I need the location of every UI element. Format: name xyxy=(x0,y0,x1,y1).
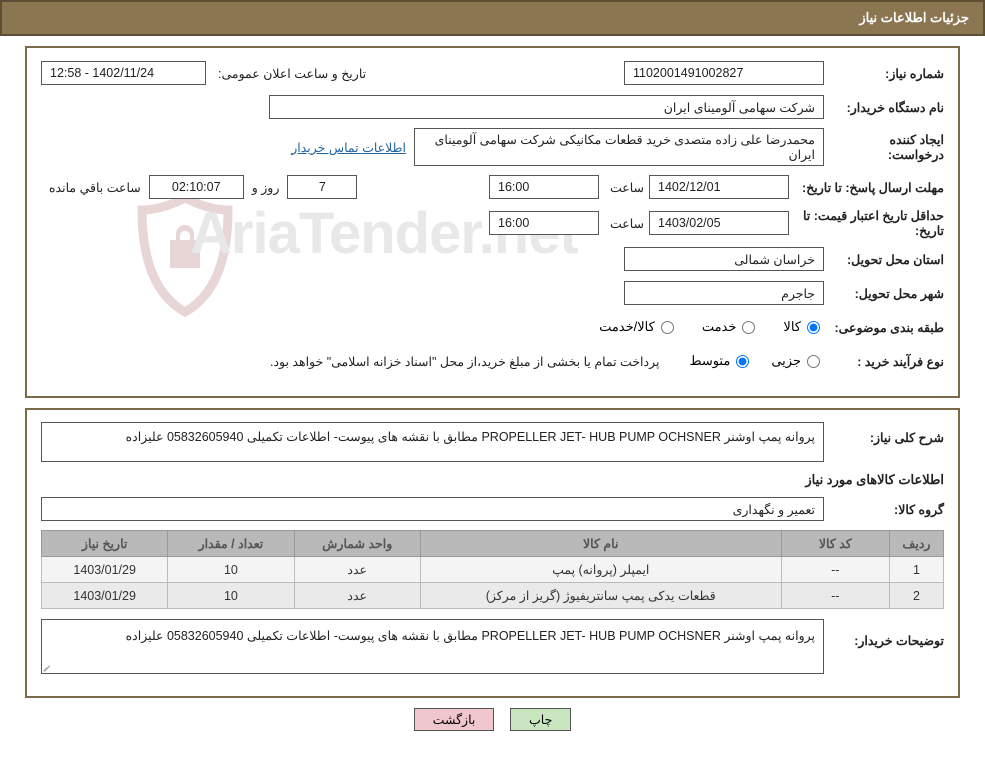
delivery-city-label: شهر محل تحویل: xyxy=(824,286,944,301)
th-qty: تعداد / مقدار xyxy=(168,531,294,557)
buyer-org-value: شرکت سهامی آلومینای ایران xyxy=(269,95,824,119)
requester-value: محمدرضا علی زاده متصدی خرید قطعات مکانیک… xyxy=(414,128,824,166)
buyer-org-label: نام دستگاه خریدار: xyxy=(824,100,944,115)
purchase-note: پرداخت تمام یا بخشی از مبلغ خرید،از محل … xyxy=(270,354,660,369)
radio-goods-service-label: کالا/خدمت xyxy=(599,319,655,335)
radio-goods-service[interactable] xyxy=(661,321,674,334)
cell-date: 1403/01/29 xyxy=(42,583,168,609)
price-date-value: 1403/02/05 xyxy=(649,211,789,235)
hour-label-2: ساعت xyxy=(599,216,649,231)
radio-goods-label: کالا xyxy=(783,319,801,335)
purchase-type-label: نوع فرآیند خرید : xyxy=(824,354,944,369)
summary-text: پروانه پمپ اوشنر PROPELLER JET- HUB PUMP… xyxy=(41,422,824,462)
need-number-label: شماره نیاز: xyxy=(824,66,944,81)
buyer-notes-content: پروانه پمپ اوشنر PROPELLER JET- HUB PUMP… xyxy=(126,629,815,643)
table-header-row: ردیف کد کالا نام کالا واحد شمارش تعداد /… xyxy=(42,531,944,557)
header-title: جزئیات اطلاعات نیاز xyxy=(859,10,969,26)
cell-code: -- xyxy=(781,583,889,609)
buyer-notes-textarea[interactable]: پروانه پمپ اوشنر PROPELLER JET- HUB PUMP… xyxy=(41,619,824,674)
button-row: چاپ بازگشت xyxy=(0,708,985,731)
reply-date-value: 1402/12/01 xyxy=(649,175,789,199)
cell-code: -- xyxy=(781,557,889,583)
cell-date: 1403/01/29 xyxy=(42,557,168,583)
cell-unit: عدد xyxy=(294,583,420,609)
remaining-label: ساعت باقي مانده xyxy=(41,180,149,195)
price-validity-label: حداقل تاریخ اعتبار قیمت: تا تاریخ: xyxy=(789,208,944,238)
classification-label: طبقه بندی موضوعی: xyxy=(824,320,944,335)
th-unit: واحد شمارش xyxy=(294,531,420,557)
cell-unit: عدد xyxy=(294,557,420,583)
reply-time-value: 16:00 xyxy=(489,175,599,199)
radio-service-label: خدمت xyxy=(702,319,737,335)
items-section-title: اطلاعات کالاهای مورد نیاز xyxy=(41,472,944,488)
resize-grip-icon[interactable] xyxy=(43,662,53,672)
buyer-contact-link[interactable]: اطلاعات تماس خریدار xyxy=(291,140,406,155)
cell-name: ایمپلر (پروانه) پمپ xyxy=(420,557,781,583)
cell-row: 2 xyxy=(889,583,943,609)
hour-label-1: ساعت xyxy=(599,180,649,195)
radio-medium[interactable] xyxy=(736,355,749,368)
goods-group-value: تعمیر و نگهداری xyxy=(41,497,824,521)
th-code: کد کالا xyxy=(781,531,889,557)
radio-medium-label: متوسط xyxy=(689,353,730,369)
cell-qty: 10 xyxy=(168,557,294,583)
countdown-value: 02:10:07 xyxy=(149,175,244,199)
delivery-province-value: خراسان شمالی xyxy=(624,247,824,271)
cell-name: قطعات یدکی پمپ سانتریفیوژ (گریز از مرکز) xyxy=(420,583,781,609)
radio-service[interactable] xyxy=(742,321,755,334)
items-table: ردیف کد کالا نام کالا واحد شمارش تعداد /… xyxy=(41,530,944,609)
days-label: روز و xyxy=(244,180,288,195)
table-row: 2 -- قطعات یدکی پمپ سانتریفیوژ (گریز از … xyxy=(42,583,944,609)
section-header: جزئیات اطلاعات نیاز xyxy=(0,0,985,36)
reply-deadline-label: مهلت ارسال پاسخ: تا تاریخ: xyxy=(789,180,944,195)
back-button[interactable]: بازگشت xyxy=(414,708,495,731)
delivery-city-value: جاجرم xyxy=(624,281,824,305)
price-time-value: 16:00 xyxy=(489,211,599,235)
summary-frame: شرح کلی نیاز: پروانه پمپ اوشنر PROPELLER… xyxy=(25,408,960,698)
buyer-notes-label: توضیحات خریدار: xyxy=(824,619,944,648)
requester-label: ایجاد کننده درخواست: xyxy=(824,132,944,162)
need-number-value: 1102001491002827 xyxy=(624,61,824,85)
announce-value: 12:58 - 1402/11/24 xyxy=(41,61,206,85)
announce-label: تاریخ و ساعت اعلان عمومی: xyxy=(212,66,366,81)
radio-partial[interactable] xyxy=(807,355,820,368)
cell-qty: 10 xyxy=(168,583,294,609)
summary-label: شرح کلی نیاز: xyxy=(824,422,944,445)
goods-group-label: گروه کالا: xyxy=(824,502,944,517)
table-row: 1 -- ایمپلر (پروانه) پمپ عدد 10 1403/01/… xyxy=(42,557,944,583)
print-button[interactable]: چاپ xyxy=(510,708,571,731)
th-row: ردیف xyxy=(889,531,943,557)
th-date: تاریخ نیاز xyxy=(42,531,168,557)
cell-row: 1 xyxy=(889,557,943,583)
details-frame: شماره نیاز: 1102001491002827 تاریخ و ساع… xyxy=(25,46,960,398)
radio-goods[interactable] xyxy=(807,321,820,334)
th-name: نام کالا xyxy=(420,531,781,557)
days-remaining-value: 7 xyxy=(287,175,357,199)
delivery-province-label: استان محل تحویل: xyxy=(824,252,944,267)
radio-partial-label: جزیی xyxy=(771,353,801,369)
